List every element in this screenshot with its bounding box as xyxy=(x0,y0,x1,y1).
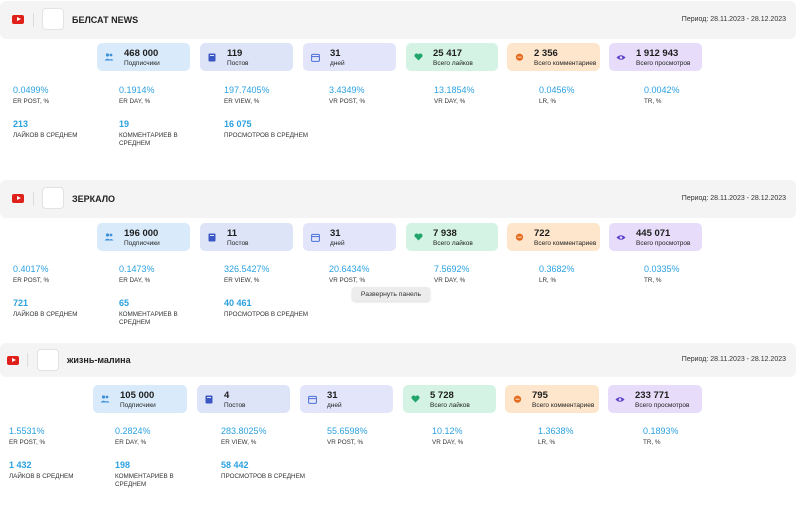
metric-er-view: 326.5427% ER VIEW, % xyxy=(224,264,270,284)
period-label: Период: 28.11.2023 - 28.12.2023 xyxy=(681,356,786,363)
metric-er-post: 1.5531% ER POST, % xyxy=(9,426,46,446)
expand-panel-tooltip: Развернуть панель xyxy=(352,287,430,301)
heart-icon xyxy=(412,51,424,63)
period-label: Период: 28.11.2023 - 28.12.2023 xyxy=(681,16,786,23)
channel-name: жизнь-малина xyxy=(67,355,131,365)
metric-er-day: 0.1473% ER DAY, % xyxy=(119,264,155,284)
metric-vr-post: 20.6434% VR POST, % xyxy=(329,264,370,284)
metric-er-post: 0.4017% ER POST, % xyxy=(13,264,50,284)
users-icon xyxy=(103,51,115,63)
views-card: 1 912 943 Всего просмотров xyxy=(609,43,702,71)
channel-header[interactable]: БЕЛСАТ NEWS Период: 28.11.2023 - 28.12.2… xyxy=(0,1,796,39)
metric-er-day: 0.2824% ER DAY, % xyxy=(115,426,151,446)
avg-comments: 65 КОММЕНТАРИЕВ В СРЕДНЕМ xyxy=(119,298,178,326)
posts-card: 119 Постов xyxy=(200,43,293,71)
metric-er-day: 0.1914% ER DAY, % xyxy=(119,85,155,105)
posts-card: 11 Постов xyxy=(200,223,293,251)
metric-lr: 0.0456% LR, % xyxy=(539,85,575,105)
eye-icon xyxy=(614,393,626,405)
channel-header[interactable]: ЗЕРКАЛО Период: 28.11.2023 - 28.12.2023 xyxy=(0,180,796,218)
comment-icon xyxy=(513,231,525,243)
metric-vr-day: 10.12% VR DAY, % xyxy=(432,426,464,446)
youtube-icon xyxy=(12,194,24,203)
metric-lr: 1.3638% LR, % xyxy=(538,426,574,446)
calendar-icon xyxy=(306,393,318,405)
subscribers-card: 196 000 Подписчики xyxy=(97,223,190,251)
metric-vr-day: 13.1854% VR DAY, % xyxy=(434,85,475,105)
metric-tr: 0.1893% TR, % xyxy=(643,426,679,446)
comments-card: 722 Всего комментариев xyxy=(507,223,600,251)
comment-icon xyxy=(513,51,525,63)
book-icon xyxy=(206,231,218,243)
metric-er-view: 197.7405% ER VIEW, % xyxy=(224,85,270,105)
subscribers-card: 468 000 Подписчики xyxy=(97,43,190,71)
channel-name: БЕЛСАТ NEWS xyxy=(72,15,139,25)
calendar-icon xyxy=(309,231,321,243)
metric-tr: 0.0042% TR, % xyxy=(644,85,680,105)
likes-card: 5 728 Всего лайков xyxy=(403,385,496,413)
posts-card: 4 Постов xyxy=(197,385,290,413)
calendar-icon xyxy=(309,51,321,63)
avg-comments: 19 КОММЕНТАРИЕВ В СРЕДНЕМ xyxy=(119,119,178,147)
days-card: 31 дней xyxy=(303,43,396,71)
comments-card: 795 Всего комментариев xyxy=(505,385,599,413)
metric-vr-post: 3.4349% VR POST, % xyxy=(329,85,366,105)
views-card: 445 071 Всего просмотров xyxy=(609,223,702,251)
avatar xyxy=(42,187,64,209)
days-card: 31 дней xyxy=(300,385,393,413)
days-card: 31 дней xyxy=(303,223,396,251)
avg-views: 58 442 ПРОСМОТРОВ В СРЕДНЕМ xyxy=(221,460,306,480)
eye-icon xyxy=(615,231,627,243)
metric-tr: 0.0335% TR, % xyxy=(644,264,680,284)
likes-card: 25 417 Всего лайков xyxy=(406,43,498,71)
comments-card: 2 356 Всего комментариев xyxy=(507,43,600,71)
eye-icon xyxy=(615,51,627,63)
channel-block: ЗЕРКАЛО Период: 28.11.2023 - 28.12.2023 … xyxy=(0,180,800,340)
metric-er-view: 283.8025% ER VIEW, % xyxy=(221,426,267,446)
youtube-icon xyxy=(7,356,19,365)
channel-block: жизнь-малина Период: 28.11.2023 - 28.12.… xyxy=(0,343,800,503)
avg-likes: 721 ЛАЙКОВ В СРЕДНЕМ xyxy=(13,298,78,318)
avg-likes: 213 ЛАЙКОВ В СРЕДНЕМ xyxy=(13,119,78,139)
channel-header[interactable]: жизнь-малина Период: 28.11.2023 - 28.12.… xyxy=(0,343,796,377)
heart-icon xyxy=(409,393,421,405)
likes-card: 7 938 Всего лайков xyxy=(406,223,498,251)
subscribers-card: 105 000 Подписчики xyxy=(93,385,187,413)
comment-icon xyxy=(511,393,523,405)
metric-vr-day: 7.5692% VR DAY, % xyxy=(434,264,470,284)
users-icon xyxy=(103,231,115,243)
avg-views: 40 461 ПРОСМОТРОВ В СРЕДНЕМ xyxy=(224,298,309,318)
avatar xyxy=(37,349,59,371)
period-label: Период: 28.11.2023 - 28.12.2023 xyxy=(681,195,786,202)
book-icon xyxy=(206,51,218,63)
avg-views: 16 075 ПРОСМОТРОВ В СРЕДНЕМ xyxy=(224,119,309,139)
avatar xyxy=(42,8,64,30)
users-icon xyxy=(99,393,111,405)
heart-icon xyxy=(412,231,424,243)
metric-lr: 0.3682% LR, % xyxy=(539,264,575,284)
metric-vr-post: 55.6598% VR POST, % xyxy=(327,426,368,446)
channel-name: ЗЕРКАЛО xyxy=(72,194,116,204)
avg-comments: 198 КОММЕНТАРИЕВ В СРЕДНЕМ xyxy=(115,460,174,488)
book-icon xyxy=(203,393,215,405)
views-card: 233 771 Всего просмотров xyxy=(608,385,702,413)
youtube-icon xyxy=(12,15,24,24)
avg-likes: 1 432 ЛАЙКОВ В СРЕДНЕМ xyxy=(9,460,74,480)
metric-er-post: 0.0499% ER POST, % xyxy=(13,85,50,105)
channel-block: БЕЛСАТ NEWS Период: 28.11.2023 - 28.12.2… xyxy=(0,0,800,165)
